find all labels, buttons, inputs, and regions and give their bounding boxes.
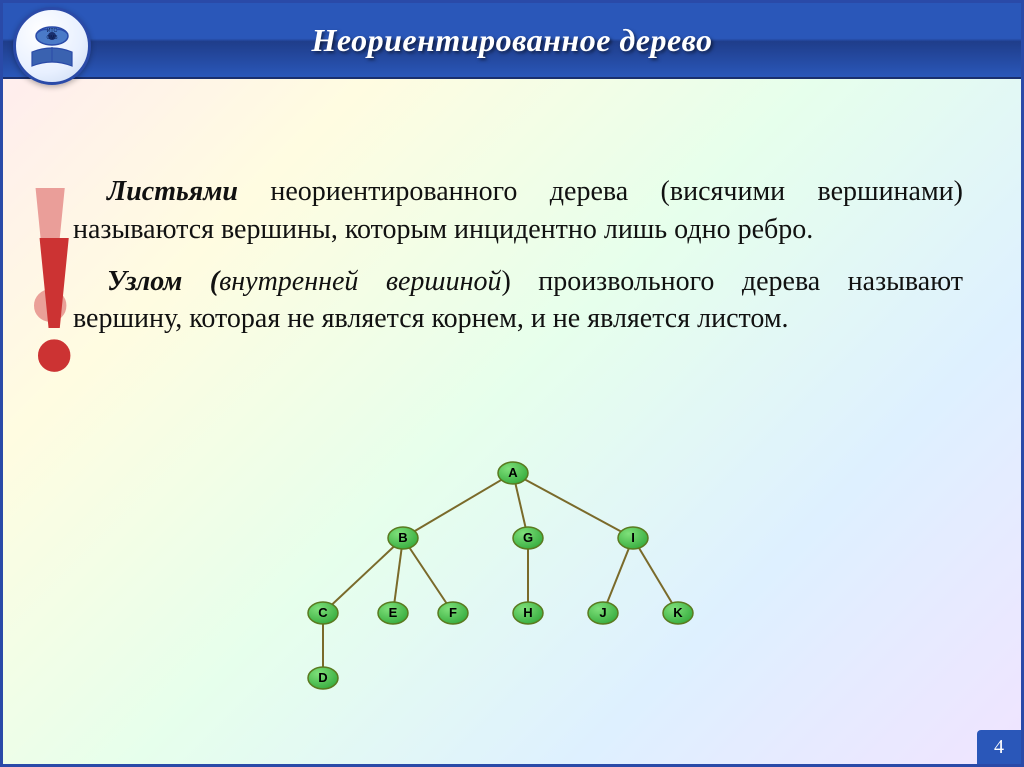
tree-node-label: K [673, 605, 683, 620]
tree-node-label: J [599, 605, 606, 620]
tree-node-B: B [388, 527, 418, 549]
svg-text:ИТС: ИТС [47, 28, 58, 34]
tree-node-I: I [618, 527, 648, 549]
exclamation-marks: ! ! [17, 173, 57, 443]
body-text: Листьями неориентированного дерева (вися… [73, 173, 963, 352]
tree-node-G: G [513, 527, 543, 549]
slide: ИТС ОМЗ Неориентированное дерево ! ! Лис… [0, 0, 1024, 767]
paragraph-leaves: Листьями неориентированного дерева (вися… [73, 173, 963, 249]
book-eye-icon: ИТС ОМЗ [22, 16, 82, 76]
term-leaves: Листьями [107, 176, 238, 207]
term-internal: внутренней вершиной [219, 266, 501, 297]
tree-node-label: C [318, 605, 328, 620]
tree-node-H: H [513, 602, 543, 624]
tree-node-label: G [523, 530, 533, 545]
tree-node-label: F [449, 605, 457, 620]
tree-edge [633, 538, 678, 613]
slide-title: Неориентированное дерево [311, 22, 712, 59]
tree-node-A: A [498, 462, 528, 484]
tree-svg: A B G I C E F H J K D [283, 453, 743, 693]
tree-diagram: A B G I C E F H J K D [283, 453, 743, 693]
tree-node-D: D [308, 667, 338, 689]
svg-text:ОМЗ: ОМЗ [46, 35, 57, 41]
term-node: Узлом ( [107, 266, 219, 297]
tree-node-label: D [318, 670, 327, 685]
tree-node-label: H [523, 605, 532, 620]
tree-node-J: J [588, 602, 618, 624]
tree-node-label: A [508, 465, 518, 480]
title-bar: ИТС ОМЗ Неориентированное дерево [3, 3, 1021, 79]
tree-node-label: I [631, 530, 635, 545]
tree-node-C: C [308, 602, 338, 624]
tree-edge [403, 473, 513, 538]
page-number: 4 [977, 730, 1021, 764]
tree-node-label: B [398, 530, 407, 545]
tree-node-label: E [389, 605, 398, 620]
tree-edge [403, 538, 453, 613]
tree-node-K: K [663, 602, 693, 624]
tree-node-F: F [438, 602, 468, 624]
logo-badge: ИТС ОМЗ [13, 7, 91, 85]
paragraph-node: Узлом (внутренней вершиной) произвольног… [73, 263, 963, 339]
tree-node-E: E [378, 602, 408, 624]
